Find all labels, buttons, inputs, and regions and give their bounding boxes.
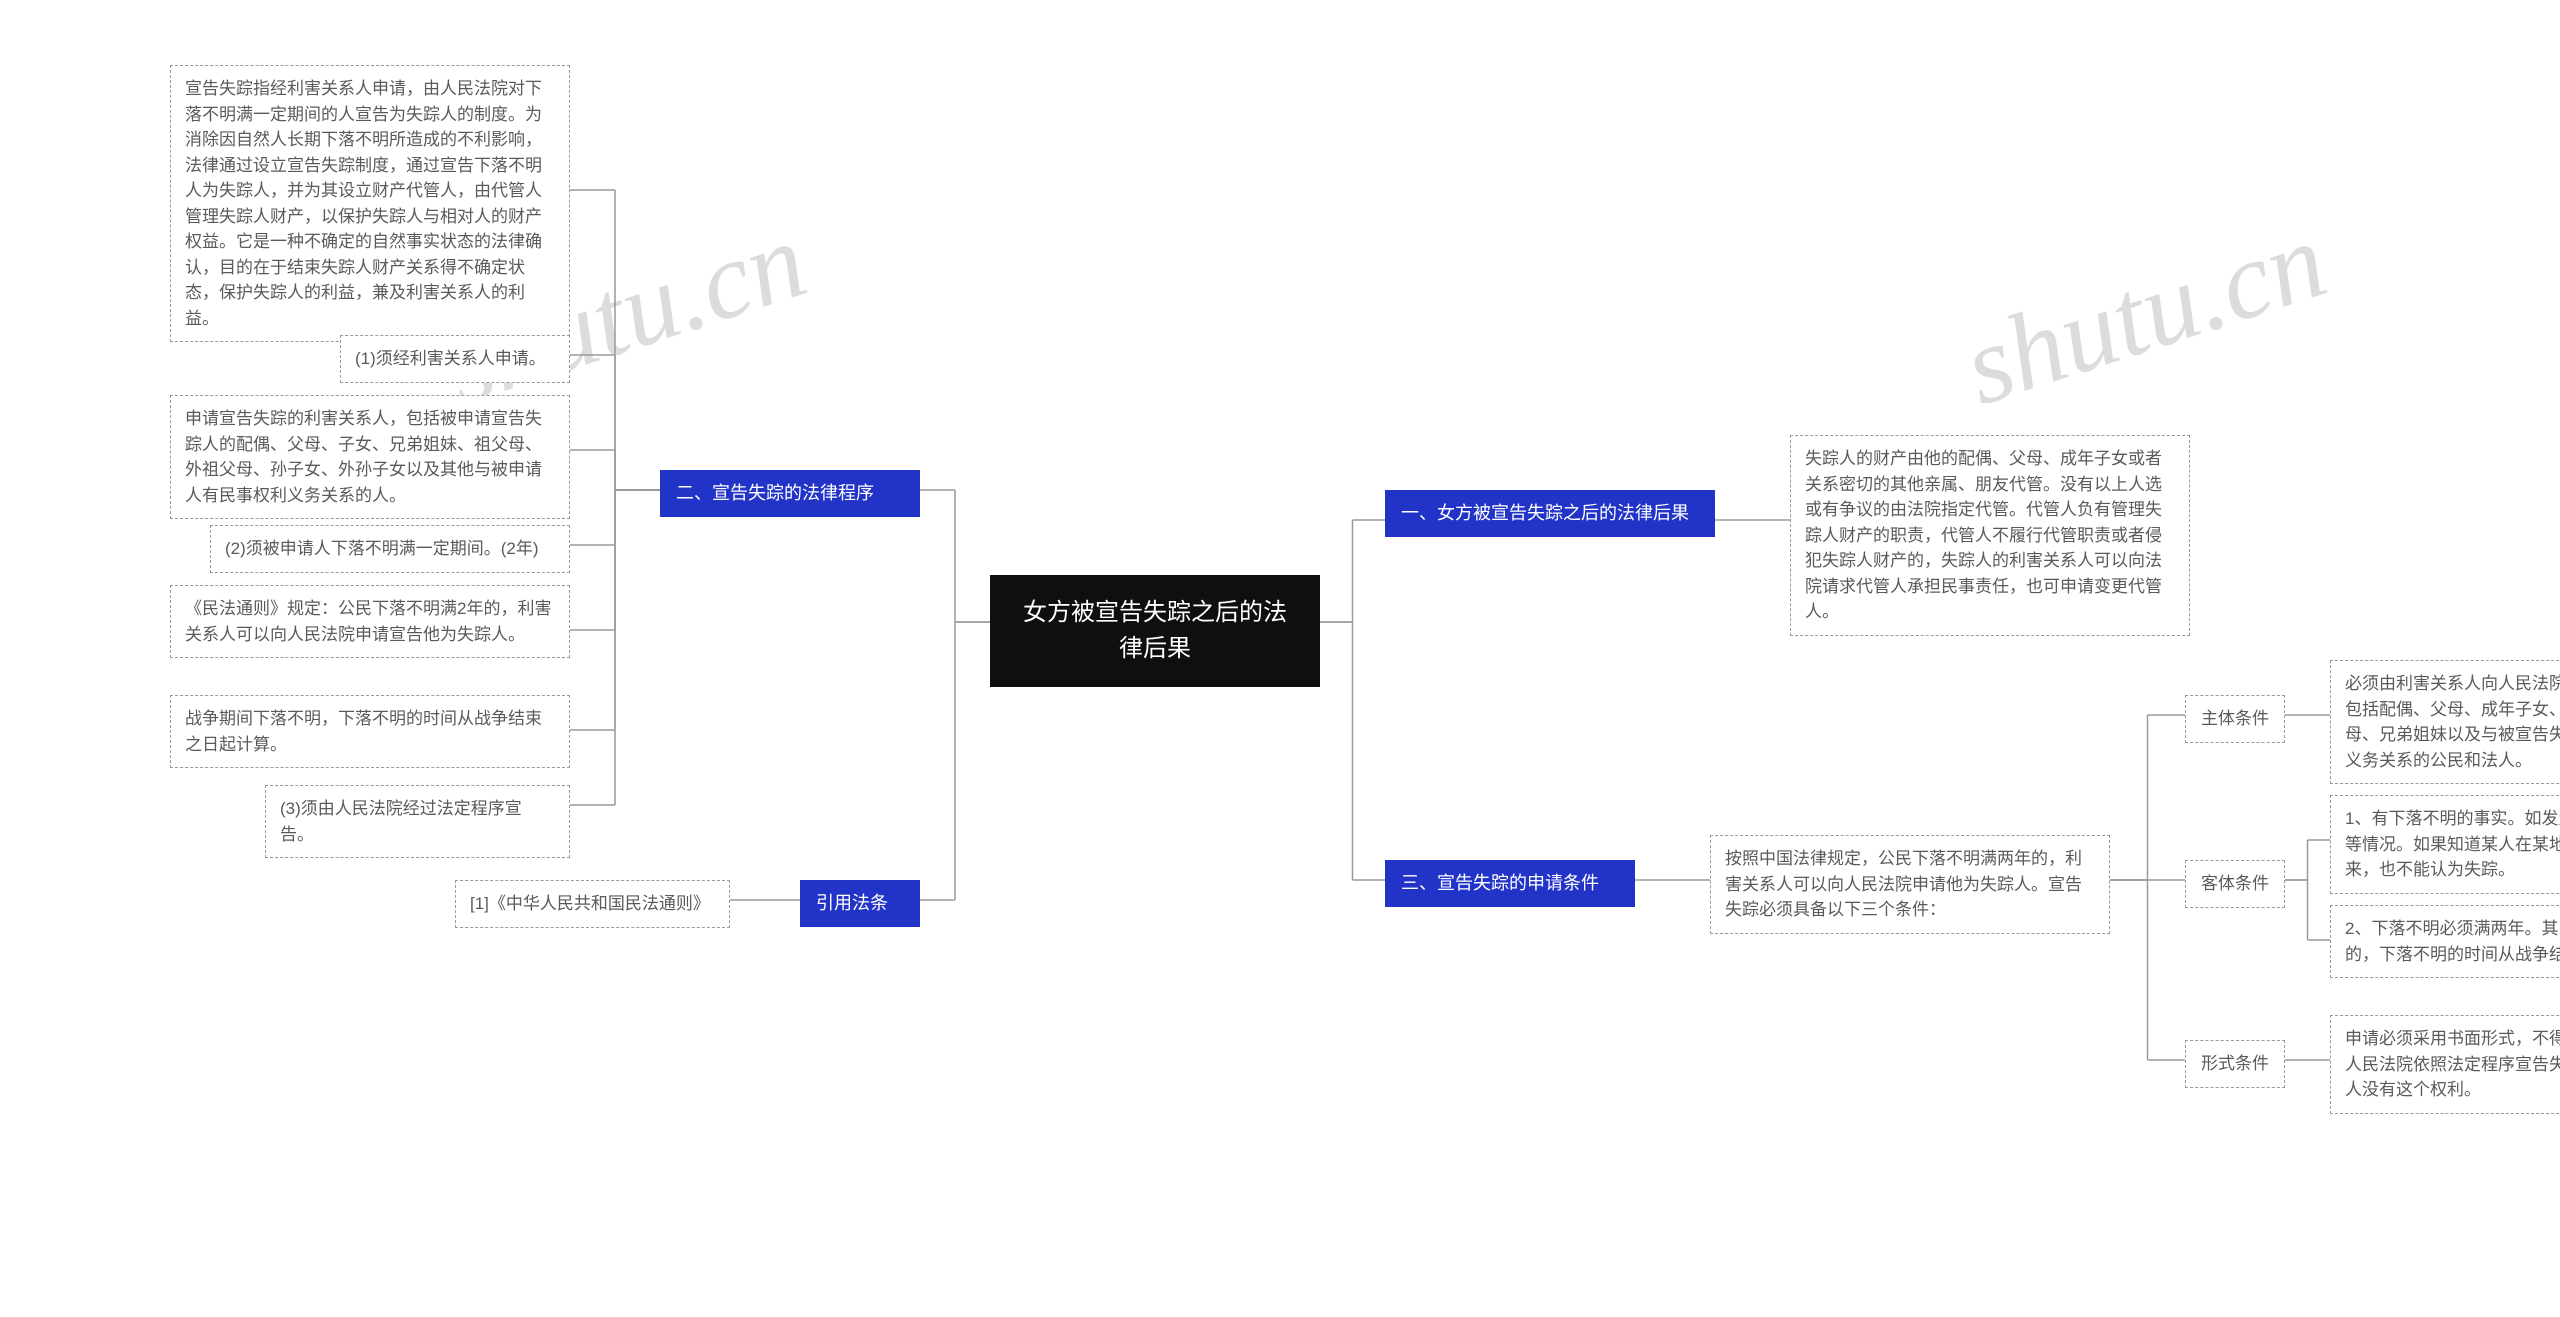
leaf-r1a: 失踪人的财产由他的配偶、父母、成年子女或者关系密切的其他亲属、朋友代管。没有以上… xyxy=(1790,435,2190,636)
leaf-r3a1x: 必须由利害关系人向人民法院申请。利害关系人包括配偶、父母、成年子女、祖父母、外祖… xyxy=(2330,660,2560,784)
leaf-r3a2x1: 1、有下落不明的事实。如发生洪水、地震、战争等情况。如果知道某人在某地，即使很久… xyxy=(2330,795,2560,894)
branch-r1: 一、女方被宣告失踪之后的法律后果 xyxy=(1385,490,1715,537)
leaf-r3a2: 客体条件 xyxy=(2185,860,2285,908)
root-node: 女方被宣告失踪之后的法律后果 xyxy=(990,575,1320,687)
leaf-l2a: 宣告失踪指经利害关系人申请，由人民法院对下落不明满一定期间的人宣告为失踪人的制度… xyxy=(170,65,570,342)
leaf-l2g: (3)须由人民法院经过法定程序宣告。 xyxy=(265,785,570,858)
leaf-l2c: 申请宣告失踪的利害关系人，包括被申请宣告失踪人的配偶、父母、子女、兄弟姐妹、祖父… xyxy=(170,395,570,519)
leaf-l2d: (2)须被申请人下落不明满一定期间。(2年) xyxy=(210,525,570,573)
leaf-lrefa: [1]《中华人民共和国民法通则》 xyxy=(455,880,730,928)
branch-lref: 引用法条 xyxy=(800,880,920,927)
watermark: shutu.cn xyxy=(1949,196,2340,431)
leaf-r3a1: 主体条件 xyxy=(2185,695,2285,743)
leaf-r3a3x: 申请必须采用书面形式，不得口头申请。必须经人民法院依照法定程序宣告失踪，任何单位… xyxy=(2330,1015,2560,1114)
leaf-l2b: (1)须经利害关系人申请。 xyxy=(340,335,570,383)
leaf-r3a3: 形式条件 xyxy=(2185,1040,2285,1088)
leaf-l2f: 战争期间下落不明，下落不明的时间从战争结束之日起计算。 xyxy=(170,695,570,768)
leaf-r3a: 按照中国法律规定，公民下落不明满两年的，利害关系人可以向人民法院申请他为失踪人。… xyxy=(1710,835,2110,934)
branch-r3: 三、宣告失踪的申请条件 xyxy=(1385,860,1635,907)
leaf-l2e: 《民法通则》规定：公民下落不明满2年的，利害关系人可以向人民法院申请宣告他为失踪… xyxy=(170,585,570,658)
branch-l2: 二、宣告失踪的法律程序 xyxy=(660,470,920,517)
leaf-r3a2x2: 2、下落不明必须满两年。其中战争期间下落不明的，下落不明的时间从战争结束之日起算… xyxy=(2330,905,2560,978)
